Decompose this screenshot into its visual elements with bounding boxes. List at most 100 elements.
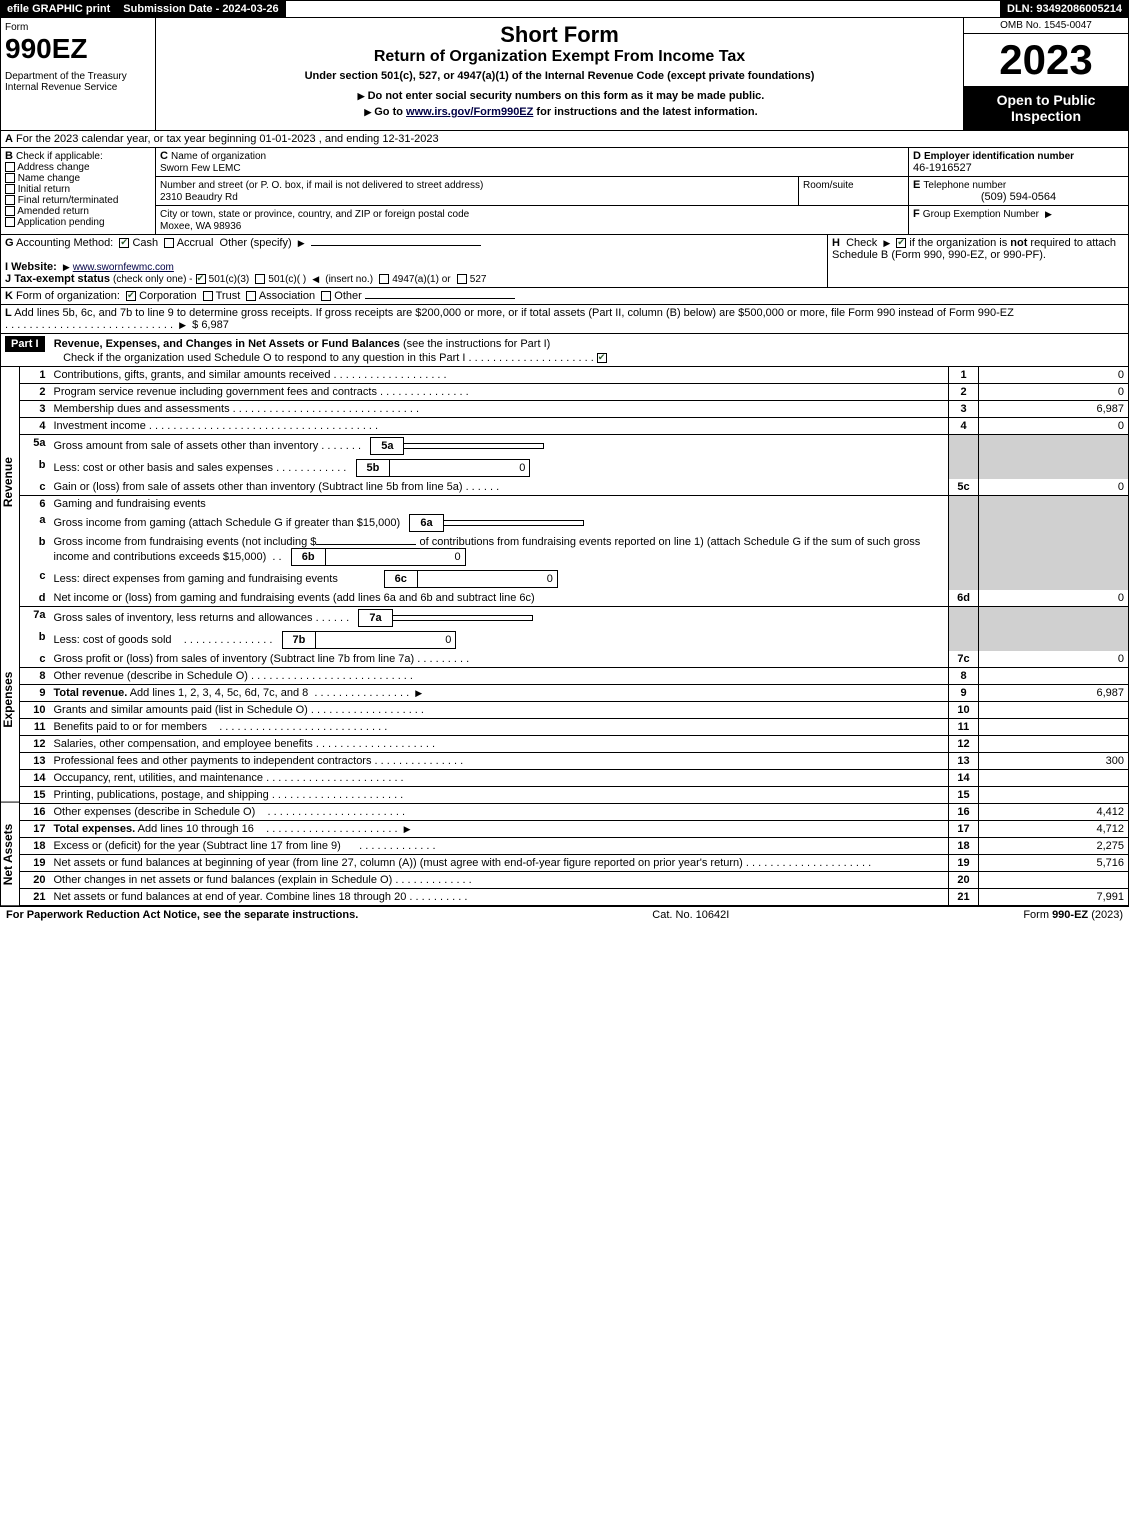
j-501c3: 501(c)(3) (209, 274, 250, 285)
part1-schedule-o-check[interactable] (597, 353, 607, 363)
j-501c-check[interactable] (255, 274, 265, 284)
k-other: Other (334, 290, 362, 302)
b-opt-final[interactable]: Final return/terminated (5, 195, 151, 206)
j-label: Tax-exempt status (14, 273, 110, 285)
ssn-note-text: Do not enter social security numbers on … (368, 90, 765, 102)
l8-desc: Other revenue (describe in Schedule O) (54, 670, 248, 682)
org-city: Moxee, WA 98936 (160, 221, 241, 232)
k-other-check[interactable] (321, 291, 331, 301)
line-a-text: For the 2023 calendar year, or tax year … (16, 133, 439, 145)
g-cash-check[interactable] (119, 238, 129, 248)
g-cash: Cash (132, 237, 158, 249)
irs-link[interactable]: www.irs.gov/Form990EZ (406, 106, 533, 118)
b-label: Check if applicable: (16, 151, 103, 162)
label-e: E (913, 179, 920, 191)
header-left: Form 990EZ Department of the Treasury In… (1, 18, 156, 130)
j-527-check[interactable] (457, 274, 467, 284)
j-insert: (insert no.) (325, 274, 373, 285)
b-opt-pending[interactable]: Application pending (5, 217, 151, 228)
k-assoc-check[interactable] (246, 291, 256, 301)
label-b: B (5, 150, 13, 162)
label-l: L (5, 307, 12, 319)
l7c-desc: Gross profit or (loss) from sales of inv… (54, 653, 415, 665)
l9-val: 6,987 (979, 685, 1129, 702)
header-middle: Short Form Return of Organization Exempt… (156, 18, 963, 130)
d-label: Employer identification number (924, 151, 1074, 162)
efile-print[interactable]: efile GRAPHIC print (1, 1, 117, 17)
f-label: Group Exemption Number (923, 209, 1039, 220)
c-room-label: Room/suite (803, 180, 854, 191)
j-501c: 501(c)( ) (268, 274, 306, 285)
k-trust-check[interactable] (203, 291, 213, 301)
dept-treasury: Department of the Treasury Internal Reve… (5, 71, 151, 93)
l6d-desc: Net income or (loss) from gaming and fun… (54, 592, 535, 604)
label-i: I (5, 261, 8, 273)
section-h: H Check if the organization is not requi… (828, 235, 1128, 287)
part1-tag: Part I (5, 336, 45, 352)
h-checkbox[interactable] (896, 238, 906, 248)
website-link[interactable]: www.swornfewmc.com (73, 262, 174, 273)
line-gh: G Accounting Method: Cash Accrual Other … (0, 235, 1129, 288)
line-a: A For the 2023 calendar year, or tax yea… (0, 131, 1129, 148)
l9-desc2: Add lines 1, 2, 3, 4, 5c, 6d, 7c, and 8 (127, 687, 308, 699)
part1-check-text: Check if the organization used Schedule … (63, 352, 465, 364)
l17-desc: Total expenses. (54, 823, 136, 835)
part1-header: Part I Revenue, Expenses, and Changes in… (0, 334, 1129, 367)
l20-val (979, 872, 1129, 889)
k-corp-check[interactable] (126, 291, 136, 301)
g-other: Other (specify) (220, 237, 292, 249)
section-e: E Telephone number (509) 594-0564 (909, 177, 1128, 206)
ssn-note: Do not enter social security numbers on … (160, 90, 959, 102)
l15-val (979, 787, 1129, 804)
l6c-val: 0 (418, 570, 558, 588)
l17-desc2: Add lines 10 through 16 (135, 823, 254, 835)
line-l: L Add lines 5b, 6c, and 7b to line 9 to … (0, 305, 1129, 334)
public-inspection: Open to Public Inspection (964, 86, 1128, 130)
goto-post: for instructions and the latest informat… (533, 106, 757, 118)
l7b-val: 0 (316, 631, 456, 649)
l8-val (979, 668, 1129, 685)
c-street-row: Number and street (or P. O. box, if mail… (156, 177, 908, 206)
l18-val: 2,275 (979, 838, 1129, 855)
j-4947-check[interactable] (379, 274, 389, 284)
l5c-desc: Gain or (loss) from sale of assets other… (54, 481, 463, 493)
l7a-val (393, 615, 533, 621)
form-header: Form 990EZ Department of the Treasury In… (0, 18, 1129, 131)
l6d-val: 0 (979, 590, 1129, 607)
l20-desc: Other changes in net assets or fund bala… (54, 874, 393, 886)
label-k: K (5, 290, 13, 302)
l1-desc: Contributions, gifts, grants, and simila… (54, 369, 331, 381)
section-d: D Employer identification number 46-1916… (909, 148, 1128, 177)
l10-desc: Grants and similar amounts paid (list in… (54, 704, 308, 716)
section-def: D Employer identification number 46-1916… (908, 148, 1128, 234)
org-name: Sworn Few LEMC (160, 163, 241, 174)
side-netassets: Net Assets (1, 803, 19, 906)
l2-desc: Program service revenue including govern… (54, 386, 377, 398)
b-opt-initial[interactable]: Initial return (5, 184, 151, 195)
section-f: F Group Exemption Number (909, 206, 1128, 222)
side-revenue: Revenue (1, 367, 19, 597)
j-527: 527 (470, 274, 487, 285)
b-opt-address[interactable]: Address change (5, 162, 151, 173)
section-g: G Accounting Method: Cash Accrual Other … (1, 235, 828, 287)
j-501c3-check[interactable] (196, 274, 206, 284)
l-text: Add lines 5b, 6c, and 7b to line 9 to de… (14, 307, 1014, 319)
phone-value: (509) 594-0564 (913, 191, 1124, 203)
l13-desc: Professional fees and other payments to … (54, 755, 372, 767)
side-expenses: Expenses (1, 597, 19, 803)
l4-desc: Investment income (54, 420, 146, 432)
k-corp: Corporation (139, 290, 196, 302)
g-accrual-check[interactable] (164, 238, 174, 248)
k-trust: Trust (216, 290, 241, 302)
l11-val (979, 719, 1129, 736)
l3-desc: Membership dues and assessments (54, 403, 230, 415)
l7b-desc: Less: cost of goods sold (54, 634, 172, 646)
l-value: $ 6,987 (192, 319, 229, 331)
label-j: J (5, 273, 11, 285)
submission-date: Submission Date - 2024-03-26 (117, 1, 285, 17)
b-opt-name[interactable]: Name change (5, 173, 151, 184)
c-city-label: City or town, state or province, country… (160, 209, 469, 220)
b-opt-amended[interactable]: Amended return (5, 206, 151, 217)
l7c-val: 0 (979, 651, 1129, 668)
label-d: D (913, 150, 921, 162)
